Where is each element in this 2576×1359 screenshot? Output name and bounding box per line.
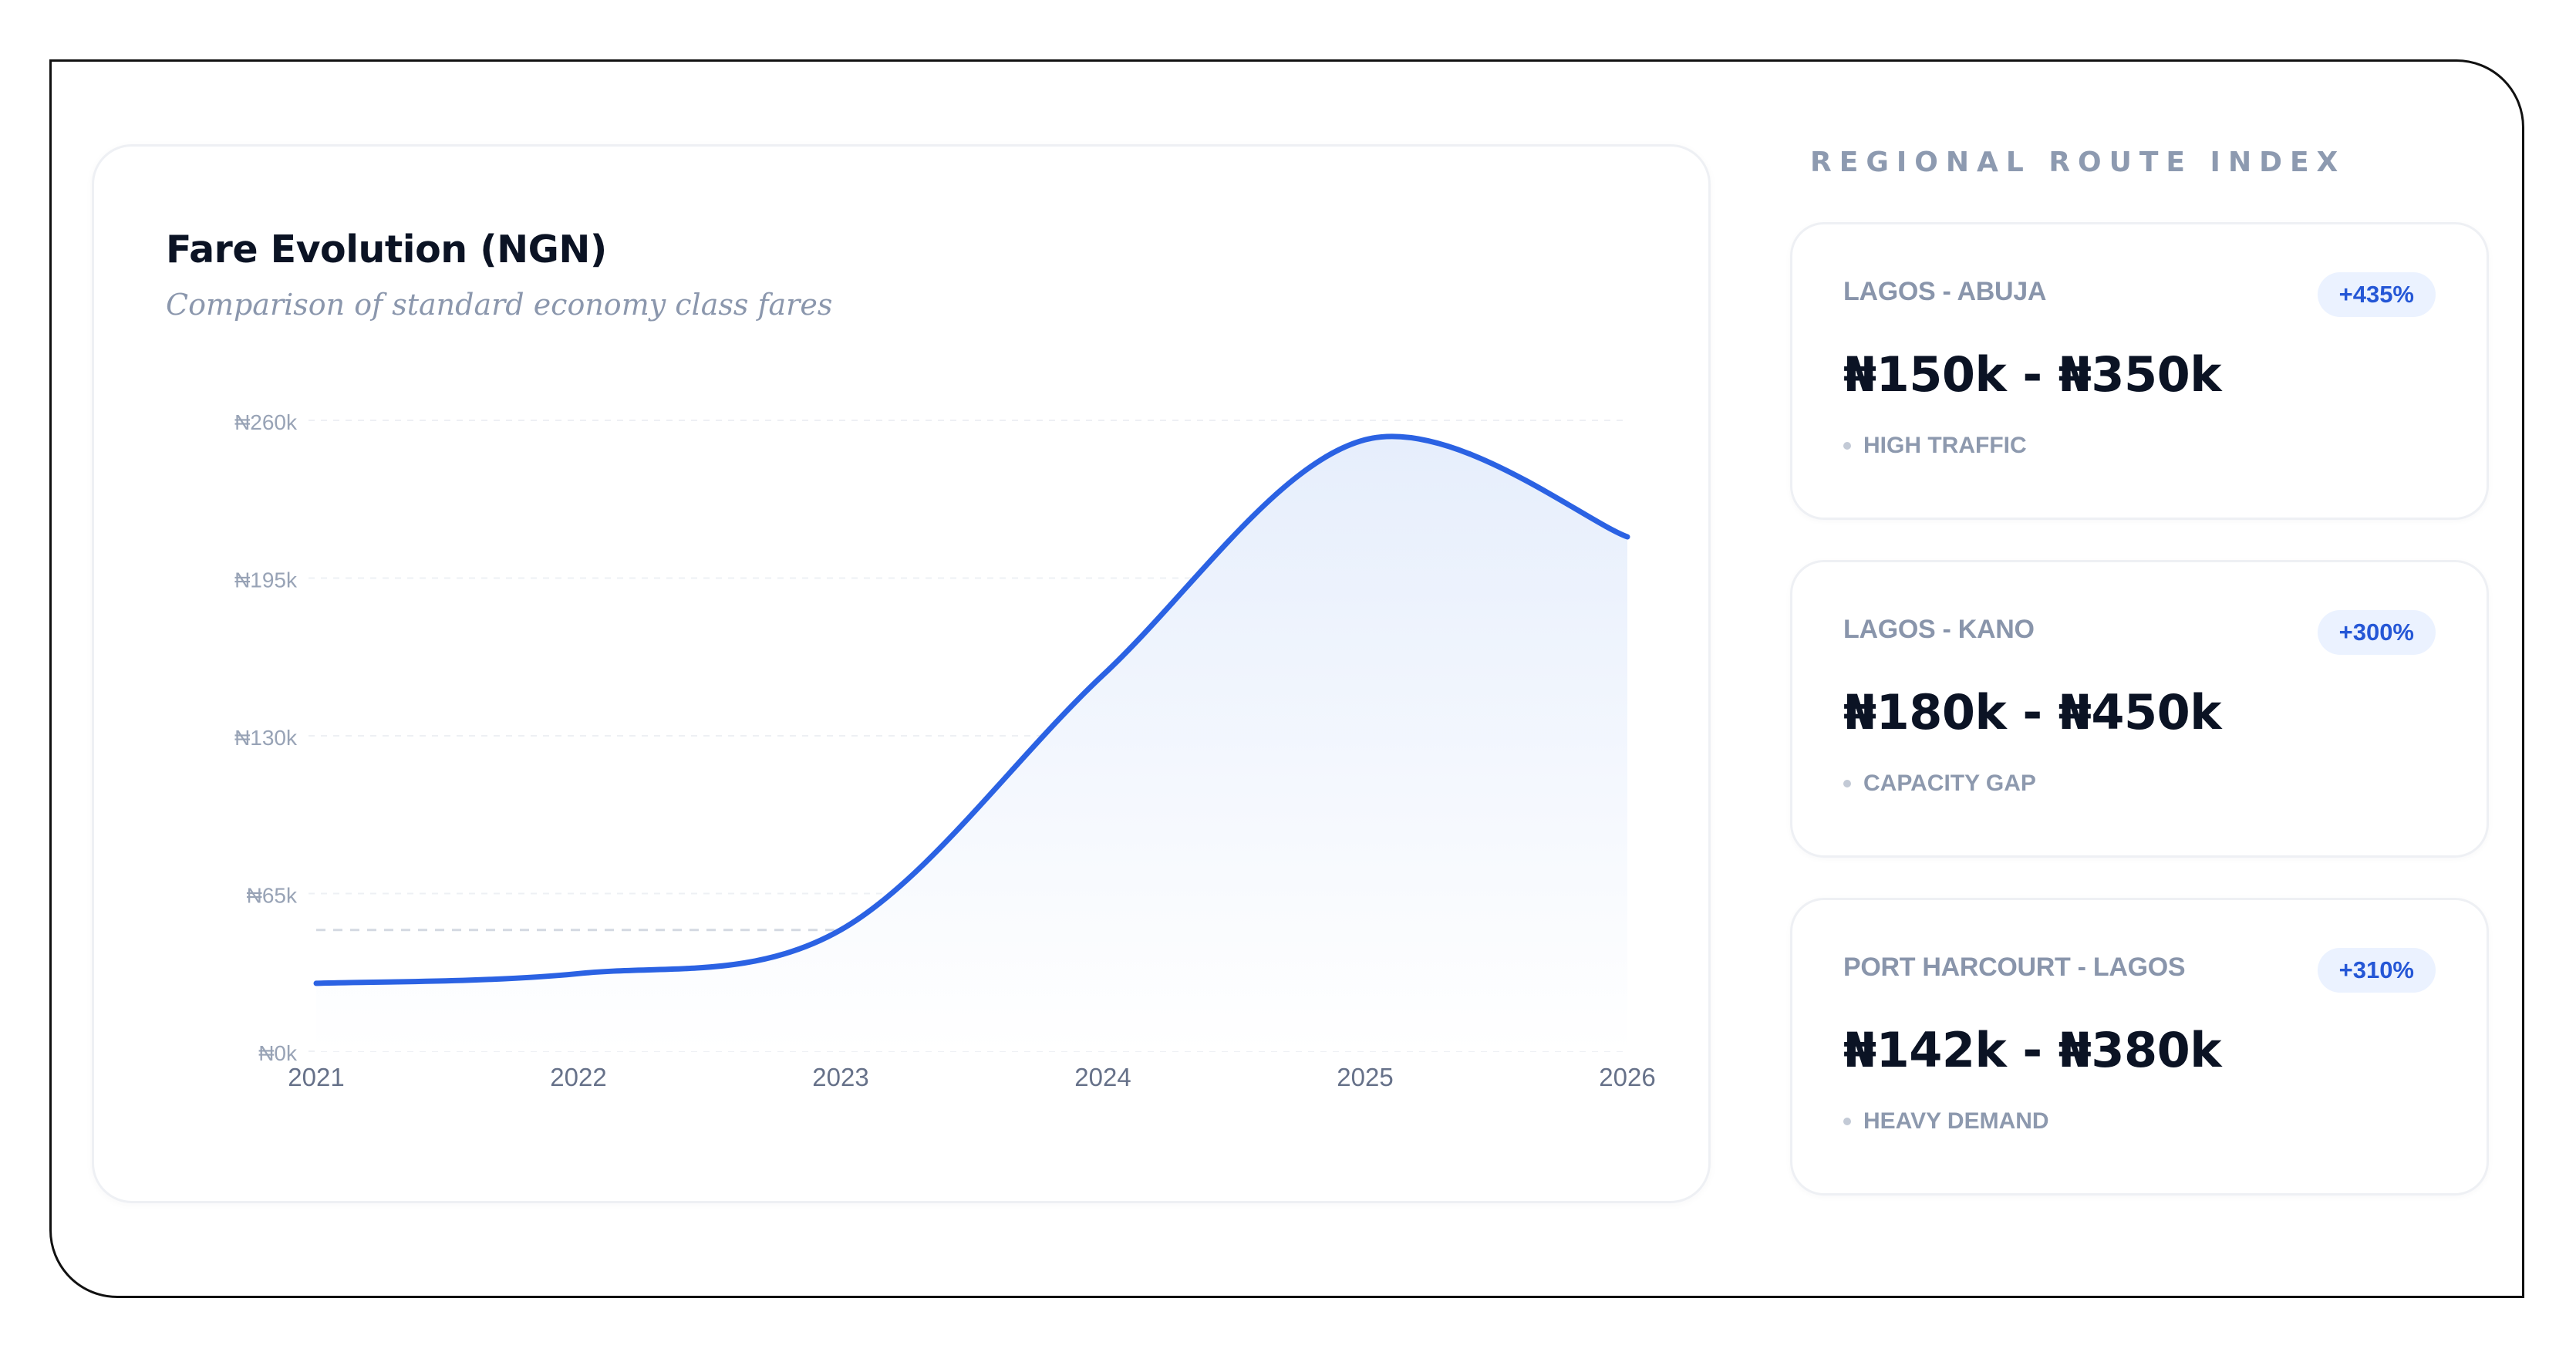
dot-icon (1843, 780, 1851, 787)
price-range: ₦142k - ₦380k (1843, 1022, 2221, 1078)
route-tag: HEAVY DEMAND (1843, 1108, 2049, 1135)
x-tick-label: 2022 (550, 1063, 606, 1091)
price-range: ₦150k - ₦350k (1843, 346, 2221, 403)
change-badge: +435% (2317, 272, 2436, 317)
route-card-lagos-kano[interactable]: LAGOS - KANO +300% ₦180k - ₦450k CAPACIT… (1790, 560, 2489, 858)
change-badge: +310% (2317, 948, 2436, 993)
route-tag: HIGH TRAFFIC (1843, 433, 2027, 459)
route-name: LAGOS - ABUJA (1843, 277, 2047, 306)
series-line (313, 433, 1630, 986)
route-card-port-harcourt-lagos[interactable]: PORT HARCOURT - LAGOS +310% ₦142k - ₦380… (1790, 898, 2489, 1195)
y-tick-label: ₦195k (234, 568, 298, 592)
area-fill (316, 436, 1627, 1051)
y-tick-label: ₦65k (247, 884, 298, 908)
route-tag-label: CAPACITY GAP (1863, 771, 2036, 796)
route-index-heading: REGIONAL ROUTE INDEX (1810, 147, 2346, 178)
fare-evolution-chart: ₦0k₦65k₦130k₦195k₦260k 2021 2022 2023 2024 2… (234, 410, 1656, 1091)
route-name: PORT HARCOURT - LAGOS (1843, 953, 2186, 982)
x-tick-label: 2021 (288, 1063, 344, 1091)
y-tick-label: ₦260k (234, 410, 298, 434)
y-tick-label: ₦0k (258, 1041, 298, 1065)
route-card-lagos-abuja[interactable]: LAGOS - ABUJA +435% ₦150k - ₦350k HIGH T… (1790, 222, 2489, 520)
route-name: LAGOS - KANO (1843, 615, 2035, 644)
dot-icon (1843, 442, 1851, 450)
chart-card: Fare Evolution (NGN) Comparison of stand… (92, 144, 1711, 1203)
series-line-path (313, 433, 1630, 986)
y-axis-ticks: ₦0k ₦65k ₦130k ₦195k ₦260k (234, 410, 298, 1065)
y-tick-label: ₦130k (234, 726, 298, 750)
x-tick-label: 2024 (1074, 1063, 1131, 1091)
x-tick-label: 2026 (1599, 1063, 1655, 1091)
x-tick-label: 2023 (812, 1063, 868, 1091)
x-tick-label: 2025 (1337, 1063, 1393, 1091)
price-range: ₦180k - ₦450k (1843, 684, 2221, 740)
chart-subtitle: Comparison of standard economy class far… (166, 288, 833, 322)
route-tag-label: HIGH TRAFFIC (1863, 433, 2027, 458)
route-tag-label: HEAVY DEMAND (1863, 1108, 2049, 1134)
route-tag: CAPACITY GAP (1843, 771, 2036, 797)
area-fill-path (316, 436, 1627, 1051)
change-badge: +300% (2317, 610, 2436, 655)
chart-title: Fare Evolution (NGN) (166, 228, 607, 271)
x-axis-ticks: 2021 2022 2023 2024 2025 2026 (288, 1063, 1655, 1091)
dot-icon (1843, 1118, 1851, 1125)
